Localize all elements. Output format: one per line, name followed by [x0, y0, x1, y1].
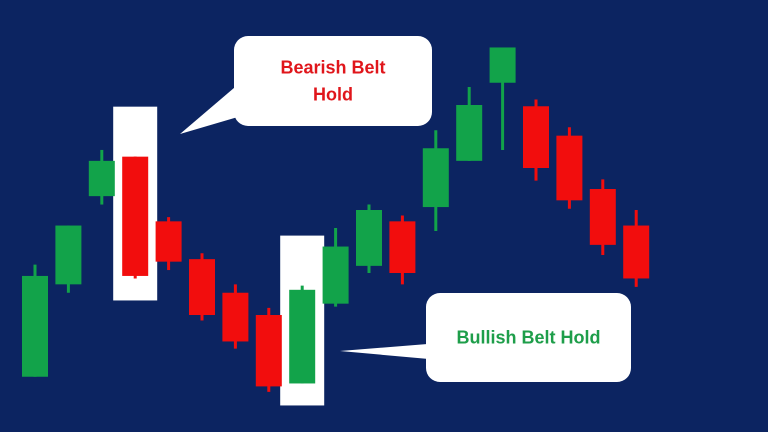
callout-box-1 [426, 293, 631, 382]
candle-body-9 [322, 246, 349, 304]
callout-label-0: Bearish Belt Hold [280, 58, 385, 105]
candle-body-18 [623, 225, 650, 279]
candle-body-17 [589, 189, 616, 245]
candle-body-1 [55, 225, 82, 285]
candle-body-11 [389, 221, 416, 273]
callout-pointer-1 [340, 343, 440, 360]
callout-label-1: Bullish Belt Hold [457, 328, 601, 348]
candles-group [22, 47, 650, 392]
candle-body-3 [122, 156, 149, 276]
callout-box-0 [234, 36, 432, 126]
candle-body-6 [222, 292, 249, 342]
candle-body-14 [489, 47, 516, 83]
candle-body-0 [22, 275, 48, 377]
candle-body-13 [456, 105, 483, 161]
candle-body-16 [556, 135, 583, 201]
callout-pointer-0 [180, 76, 248, 134]
candle-body-10 [356, 210, 382, 266]
candle-body-2 [88, 160, 115, 197]
candle-body-7 [255, 315, 282, 387]
candle-body-12 [422, 148, 449, 208]
callouts-group: Bearish Belt Hold Bullish Belt Hold [180, 36, 631, 382]
candle-body-8 [289, 289, 316, 384]
candle-body-4 [155, 221, 182, 262]
candle-body-15 [523, 106, 549, 168]
candle-body-5 [189, 259, 215, 315]
